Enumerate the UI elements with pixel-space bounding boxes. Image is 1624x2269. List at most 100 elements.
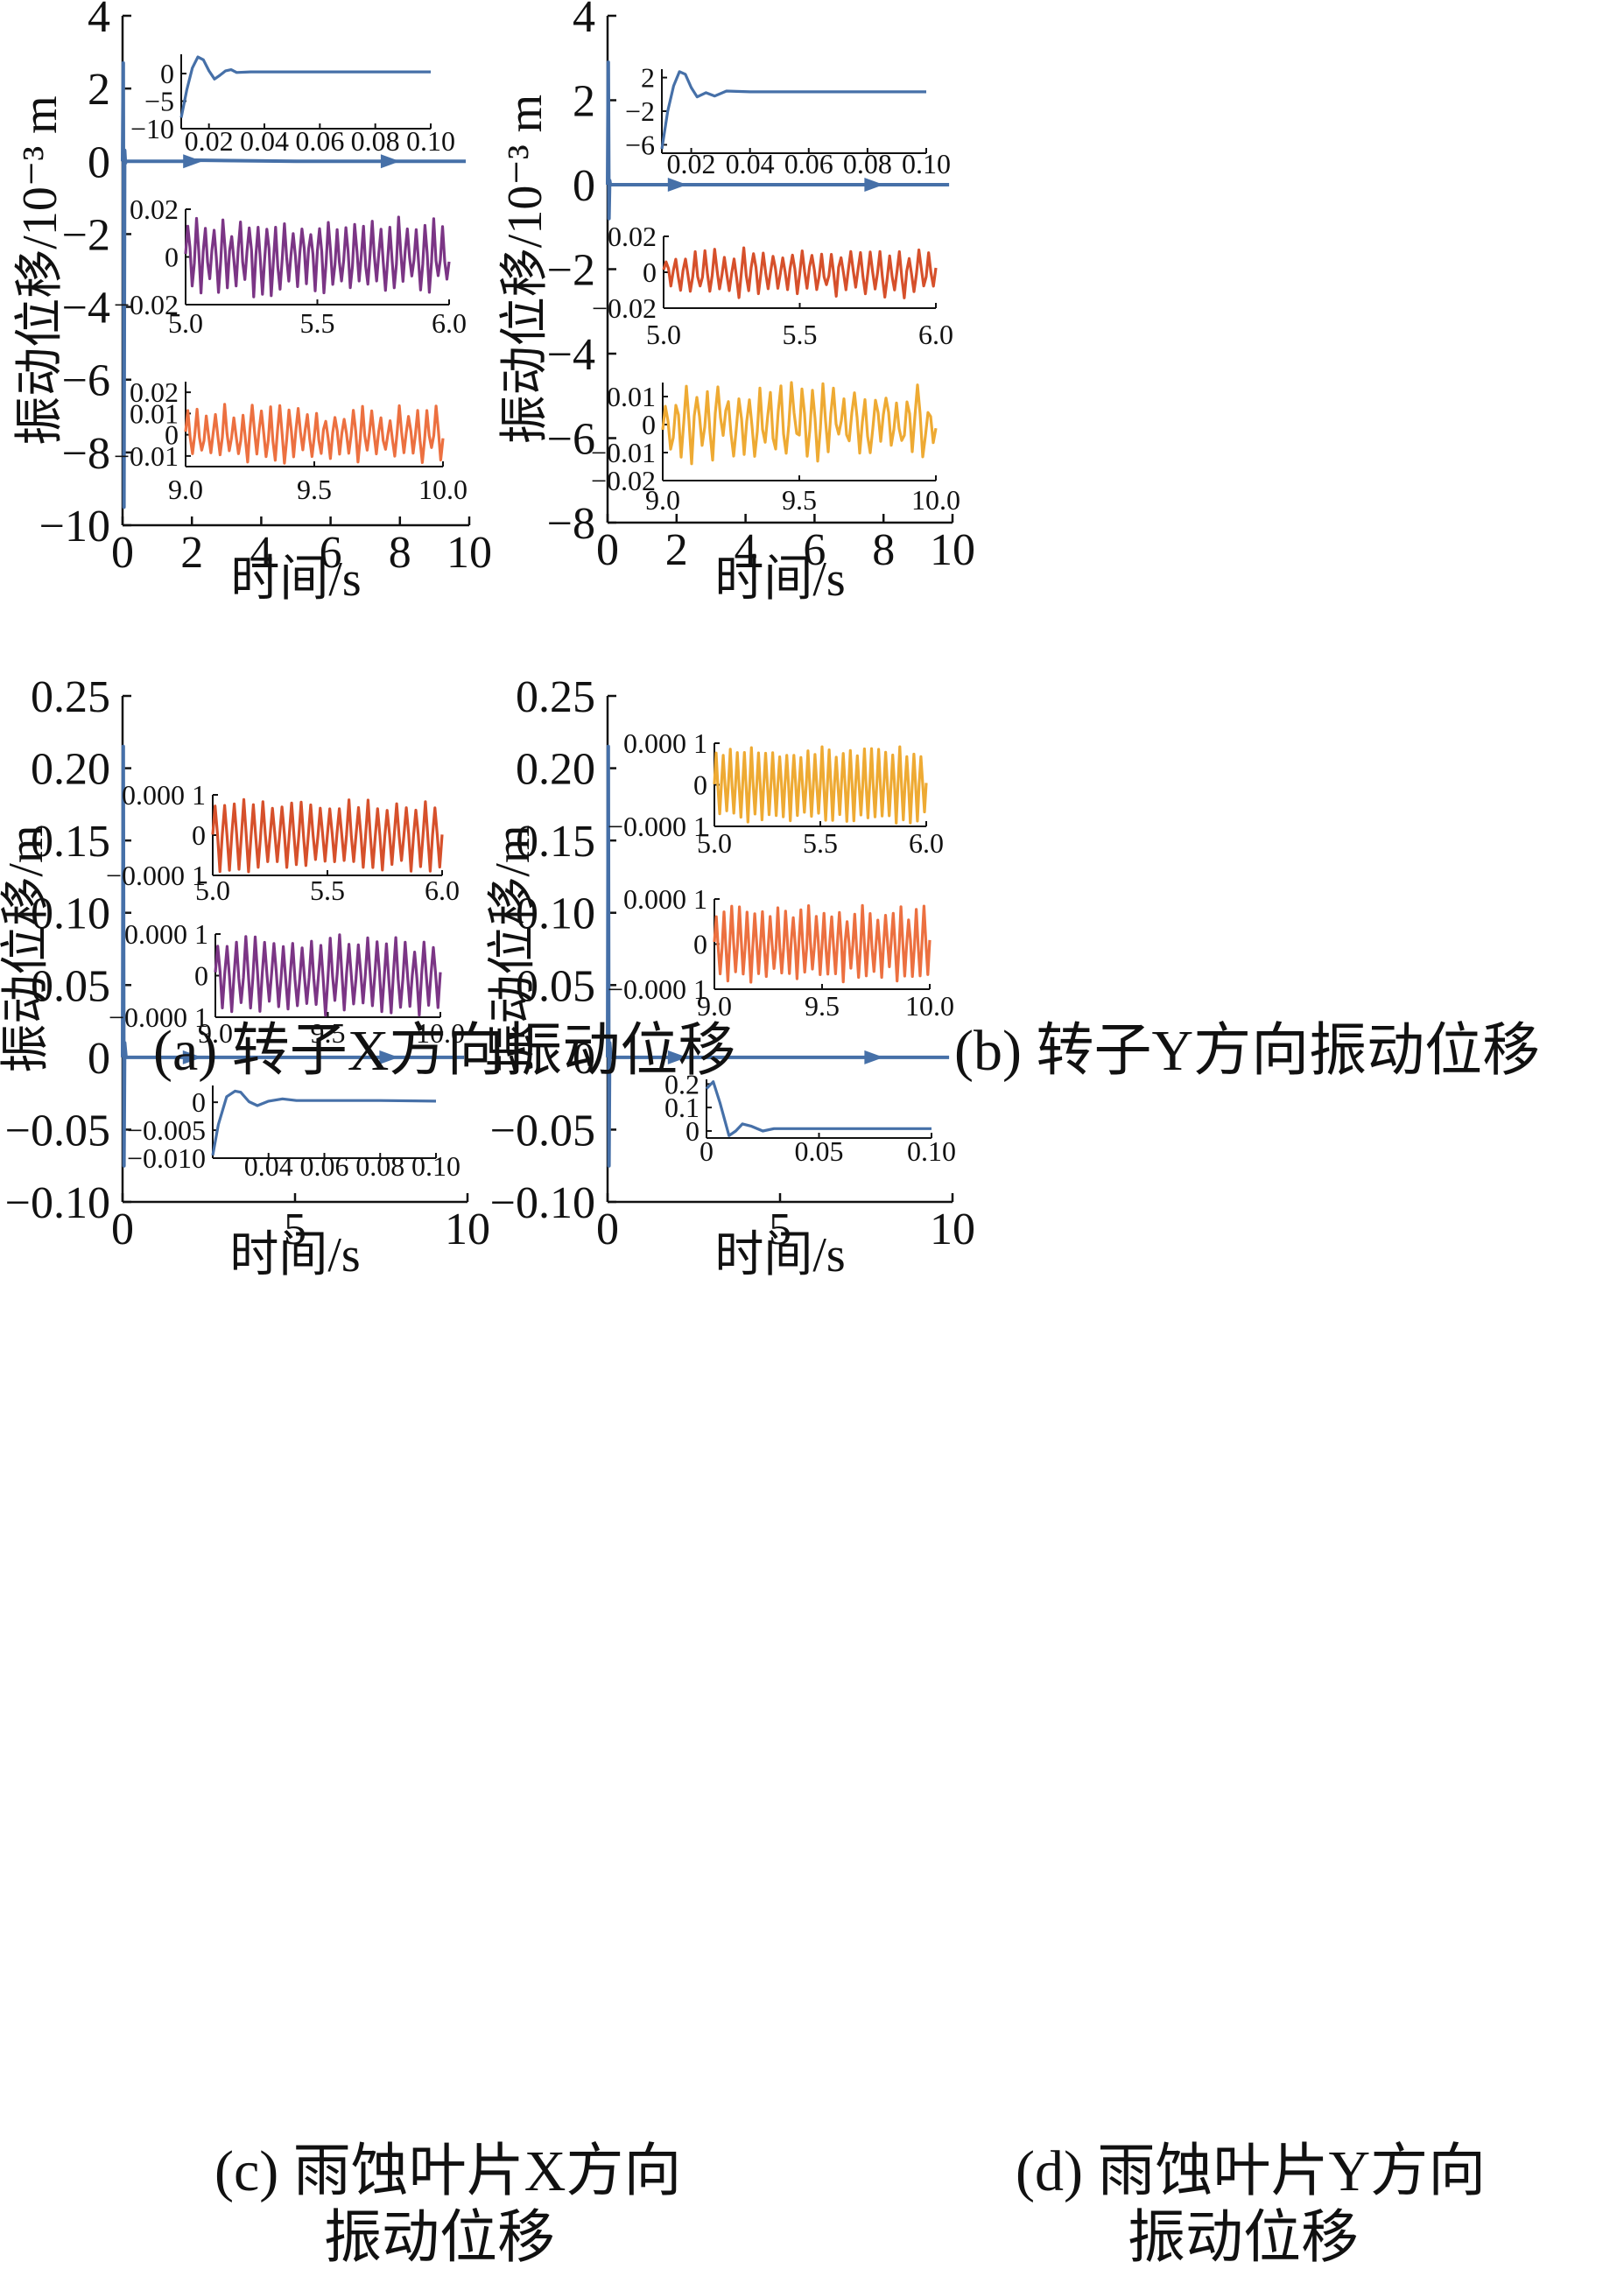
panel-a-inset-1-plot-xtick-label: 0.08 — [351, 125, 400, 157]
panel-d-inset-2-plot-xtick-label: 10.0 — [905, 990, 954, 1022]
panel-b-inset-2-plot-ytick-label: 0.02 — [608, 221, 657, 252]
panel-a-ytick-label: 4 — [88, 0, 110, 42]
panel-b-inset-1-plot: 0.02 0.04 0.06 0.08 0.10 2−2−6 — [625, 62, 951, 179]
panel-a-inset-3-plot-xtick-label: 9.0 — [168, 474, 203, 505]
panel-a-inset-3-plot-xtick-label: 10.0 — [418, 474, 468, 505]
panel-a-inset-3-plot-ytick-label: 0.01 — [130, 397, 179, 429]
panel-c-ytick-label: 0.15 — [31, 817, 110, 867]
caption-c-line2: 振动位移 — [324, 2206, 555, 2269]
panel-a-inset-3-plot-ytick-label: −0.01 — [114, 440, 179, 472]
panel-d-inset-1-plot-ytick-label: −0.000 1 — [608, 811, 707, 842]
panel-a-series-line — [121, 61, 466, 509]
panel-c-ytick-label: 0.05 — [31, 961, 110, 1011]
panel-c-series-line — [121, 744, 465, 1168]
panel-b-inset-2-plot: 5.0 5.5 6.0 0.02 0 −0.02 — [592, 221, 953, 350]
panel-a-inset-1-plot: 0.02 0.04 0.06 0.08 0.10 0−5−10 — [130, 54, 455, 157]
panel-d-inset-2-plot-ytick-label: 0 — [693, 929, 707, 960]
panel-c-inset-2-plot-xtick-label: 9.5 — [311, 1017, 346, 1049]
panel-d-ytick-label: 0.25 — [516, 672, 595, 722]
panel-a-inset-2-plot-ytick-label: −0.02 — [114, 289, 179, 320]
panel-d-inset-1-plot: 5.0 5.5 6.0 0.000 1 0 −0.000 1 — [608, 727, 944, 859]
panel-d-inset-3-plot-ytick-label: 0 — [685, 1115, 700, 1147]
panel-d-xlabel: 时间/s — [714, 1228, 845, 1282]
panel-d-xtick-label: 10 — [930, 1205, 975, 1254]
panel-d-ylabel: 振动位移/m — [486, 825, 540, 1072]
panel-a-xtick-label: 0 — [111, 528, 134, 578]
caption-c: (c) 雨蚀叶片X方向 振动位移 — [214, 2139, 681, 2269]
panel-a-ytick-label: −8 — [62, 429, 110, 479]
panel-c-xtick-label: 5 — [284, 1205, 306, 1254]
panel-d-ytick-label: 0.15 — [516, 817, 595, 867]
panel-d-xtick-label: 0 — [596, 1205, 619, 1254]
panel-c-inset-2-plot: 9.0 9.5 10.0 0.000 1 0 −0.000 1 — [109, 918, 465, 1049]
panel-b-inset-1-plot-ytick-label: 2 — [641, 62, 655, 94]
panel-b-ytick-label: −8 — [547, 499, 595, 549]
panel-c-ytick-label: 0.25 — [31, 672, 110, 722]
caption-d: (d) 雨蚀叶片Y方向 振动位移 — [1016, 2139, 1486, 2269]
panel-c-inset-3-plot-xtick-label: 0.06 — [300, 1150, 349, 1182]
panel-a-inset-1-plot-ytick-label: −10 — [130, 113, 174, 144]
panel-a-inset-2-plot-ytick-label: 0.02 — [130, 193, 179, 225]
panel-b-direction-arrow — [667, 178, 687, 192]
panel-c-inset-3-plot-ytick-label: −0.005 — [127, 1114, 206, 1146]
panel-a-direction-arrow — [183, 154, 203, 169]
panel-b-inset-2-plot-ytick-label: 0 — [643, 256, 657, 288]
panel-b-xtick-label: 0 — [596, 525, 619, 575]
panel-a-ytick-label: 2 — [88, 65, 110, 115]
panel-b-xtick-label: 2 — [665, 525, 688, 575]
panel-d-inset-1-plot-ytick-label: 0.000 1 — [623, 727, 707, 759]
panel-c-inset-1-plot-ytick-label: 0.000 1 — [122, 779, 206, 811]
caption-b-line1: (b) 转子Y方向振动位移 — [954, 1019, 1540, 1083]
panel-a-xtick-label: 8 — [389, 528, 411, 578]
panel-d-ytick-label: −0.05 — [490, 1106, 595, 1156]
panel-b-inset-1: 0.02 0.04 0.06 0.08 0.10 2−2−6 — [625, 62, 951, 179]
panel-d-direction-arrow — [667, 1050, 687, 1064]
panel-b-inset-2-plot-ytick-label: −0.02 — [592, 292, 657, 324]
panel-b-inset-2-plot-xtick-label: 5.5 — [783, 319, 818, 350]
panel-a-ytick-label: −4 — [62, 284, 110, 334]
panel-c-xtick-label: 0 — [111, 1205, 134, 1254]
panel-d-inset-1: 5.0 5.5 6.0 0.000 1 0 −0.000 1 — [608, 727, 944, 859]
panel-d-ytick-label: −0.10 — [490, 1178, 595, 1228]
panel-d-inset-3-plot-ytick-label: 0.2 — [664, 1068, 700, 1099]
panel-d-inset-3-plot-ytick-label: 0.1 — [664, 1092, 700, 1123]
panel-c-inset-3-plot-xtick-label: 0.10 — [411, 1150, 460, 1182]
panel-d-series-line — [606, 744, 950, 1168]
panel-a-inset-1-plot-xtick-label: 0.06 — [295, 125, 344, 157]
panel-b-inset-1-plot-ytick-label: −2 — [625, 95, 655, 127]
panel-d-ytick-label: 0.10 — [516, 889, 595, 939]
panel-a-inset-1-plot-ytick-label: −5 — [144, 86, 174, 117]
panel-b-direction-arrow — [864, 178, 884, 192]
panel-a-inset-1-plot-xtick-label: 0.02 — [185, 125, 234, 157]
panel-b-inset-3-plot-ytick-label: 0.01 — [607, 381, 656, 412]
panel-b-xtick-label: 8 — [872, 525, 895, 575]
panel-d-inset-2-plot-xtick-label: 9.0 — [697, 990, 732, 1022]
panel-b-ytick-label: −6 — [547, 415, 595, 465]
panel-a-xlabel: 时间/s — [230, 552, 361, 607]
caption-d-line1: (d) 雨蚀叶片Y方向 — [1016, 2139, 1486, 2203]
panel-d-inset-3-plot-series-line — [705, 1080, 932, 1137]
panel-d-inset-2-plot-ytick-label: 0.000 1 — [623, 883, 707, 915]
panel-b-ytick-label: −2 — [547, 246, 595, 296]
panel-a-inset-1-plot-xtick-label: 0.10 — [406, 125, 455, 157]
panel-a-inset-3-plot-ytick-label: 0.02 — [130, 376, 179, 408]
panel-c-ytick-label: −0.05 — [5, 1106, 110, 1156]
panel-b-series-line — [606, 60, 950, 221]
panel-b-inset-1-plot-series-line — [660, 70, 926, 150]
panel-c-direction-arrow — [379, 1050, 399, 1064]
panel-b-ytick-label: 0 — [573, 161, 595, 211]
panel-a-inset-3-plot: 9.0 9.5 10.0 0.020.010−0.01 — [114, 376, 468, 505]
panel-b-ytick-label: −4 — [547, 330, 595, 380]
panel-b-ylabel: 振动位移/10⁻³ m — [498, 95, 552, 444]
panel-a-ytick-label: 0 — [88, 137, 110, 187]
panel-c-inset-3-plot: 0.04 0.06 0.08 0.10 0−0.005−0.010 — [127, 1085, 460, 1182]
panel-a-xtick-label: 2 — [180, 528, 203, 578]
panel-a-inset-3-plot-series-line — [184, 403, 445, 465]
panel-b-inset-3-plot-series-line — [661, 381, 938, 466]
caption-a: (a) 转子X方向振动位移 — [153, 1019, 735, 1083]
panel-d-ytick-label: 0.05 — [516, 961, 595, 1011]
panel-a-inset-2-plot: 5.0 5.5 6.0 0.02 0 −0.02 — [114, 193, 467, 339]
panel-b-xtick-label: 6 — [803, 525, 826, 575]
